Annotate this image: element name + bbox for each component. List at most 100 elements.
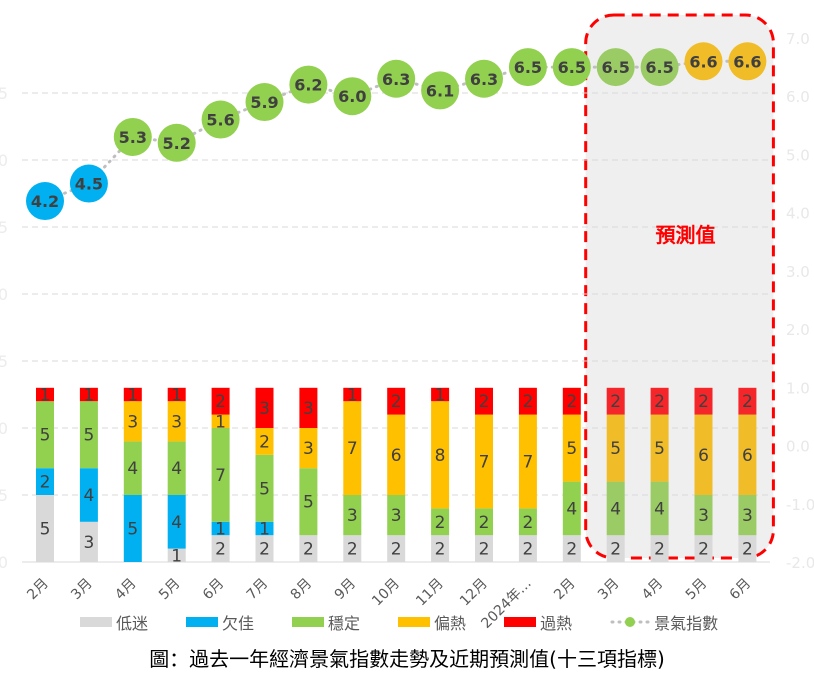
index-label: 6.2 — [294, 76, 322, 95]
bar-label: 2 — [479, 513, 490, 533]
bar-segment — [211, 414, 230, 428]
bar-segment — [650, 387, 669, 415]
bar-label: 2 — [435, 540, 446, 560]
x-tick-label: 8月 — [288, 576, 316, 604]
bar-segment — [738, 495, 757, 536]
index-label: 5.2 — [163, 134, 191, 153]
index-label: 4.5 — [75, 175, 103, 194]
bar-label: 7 — [347, 439, 358, 459]
x-tick-label: 6月 — [200, 576, 228, 604]
legend-item: 欠佳 — [186, 610, 254, 634]
bar-label: 3 — [303, 399, 314, 419]
bar-label: 1 — [347, 386, 358, 406]
bar-label: 1 — [171, 386, 182, 406]
chart-title: 圖：過去一年經濟景氣指數走勢及近期預測值(十三項指標) — [149, 647, 665, 671]
legend-label: 偏熱 — [434, 614, 467, 633]
bar-segment — [475, 508, 493, 536]
bar-segment — [606, 535, 625, 562]
legend-swatch — [504, 617, 537, 627]
index-label: 5.6 — [206, 111, 234, 130]
bar-segment — [475, 414, 493, 509]
index-point — [377, 59, 416, 98]
bar-label: 2 — [522, 513, 533, 533]
legend-item: 低迷 — [80, 610, 148, 634]
bar-label: 2 — [566, 392, 577, 412]
index-label: 6.6 — [689, 52, 717, 71]
x-tick-label: 11月 — [413, 576, 447, 610]
bar-segment — [255, 521, 274, 536]
left-axis-tick: 25 — [0, 218, 8, 237]
index-label: 5.9 — [250, 93, 278, 112]
x-tick-label: 3月 — [68, 576, 96, 604]
left-axis-tick: 20 — [0, 285, 8, 304]
right-axis-tick: -1.0 — [786, 496, 814, 514]
bar-label: 4 — [610, 499, 621, 519]
bar-label: 1 — [171, 546, 182, 566]
bar-segment — [36, 387, 54, 402]
index-label: 6.3 — [382, 70, 410, 89]
index-point — [552, 48, 591, 87]
bar-segment — [562, 481, 581, 536]
bar-segment — [79, 521, 98, 562]
right-axis-tick: -2.0 — [786, 554, 814, 572]
index-point — [508, 48, 547, 87]
bar-segment — [211, 428, 230, 522]
bar-label: 6 — [742, 446, 753, 466]
x-tick-label: 10月 — [369, 576, 403, 610]
x-tick-label: 3月 — [595, 576, 623, 604]
bar-label: 1 — [259, 520, 270, 540]
bar-label: 2 — [215, 392, 226, 412]
bar-label: 3 — [303, 439, 314, 459]
bar-segment — [79, 468, 98, 522]
right-axis-tick: 7.0 — [786, 30, 810, 48]
legend-line-marker-icon — [610, 613, 650, 632]
index-label: 6.5 — [558, 58, 586, 77]
bar-label: 2 — [40, 473, 51, 493]
bar-segment — [79, 401, 98, 469]
x-tick-label: 12月 — [457, 576, 491, 610]
bar-segment — [343, 401, 362, 495]
bar-label: 5 — [610, 439, 621, 459]
bar-segment — [606, 481, 625, 536]
bar-segment — [36, 401, 54, 469]
legend-label: 低迷 — [116, 614, 149, 633]
index-label: 5.3 — [119, 128, 147, 147]
bar-segment — [518, 387, 537, 415]
bar-segment — [36, 495, 54, 562]
bar-label: 2 — [610, 540, 621, 560]
x-tick-label: 6月 — [727, 576, 755, 604]
bar-segment — [650, 414, 669, 482]
bar-label: 5 — [654, 439, 665, 459]
left-axis-tick: 35 — [0, 84, 8, 103]
forecast-region — [584, 13, 775, 560]
index-label: 6.5 — [602, 58, 630, 77]
bar-segment — [562, 535, 581, 562]
bar-segment — [518, 414, 537, 509]
bar-label: 4 — [171, 459, 182, 479]
bar-segment — [299, 387, 318, 428]
bar-label: 1 — [127, 386, 138, 406]
bar-label: 2 — [391, 392, 402, 412]
bar-label: 3 — [171, 412, 182, 432]
bar-label: 3 — [127, 412, 138, 432]
bar-segment — [431, 387, 450, 402]
bar-segment — [343, 535, 362, 562]
index-label: 4.2 — [31, 192, 59, 211]
bar-label: 2 — [698, 392, 709, 412]
index-label: 6.1 — [426, 81, 454, 100]
bar-label: 2 — [654, 392, 665, 412]
bar-segment — [562, 414, 581, 482]
bar-segment — [255, 387, 274, 428]
index-label: 6.0 — [338, 87, 366, 106]
bar-label: 6 — [391, 446, 402, 466]
bar-segment — [387, 495, 406, 536]
bar-label: 4 — [566, 499, 577, 519]
bar-label: 6 — [698, 446, 709, 466]
bar-label: 2 — [522, 540, 533, 560]
bar-segment — [650, 481, 669, 536]
bar-label: 8 — [435, 446, 446, 466]
index-point — [157, 123, 196, 162]
bar-segment — [738, 414, 757, 495]
bar-segment — [475, 387, 493, 415]
bar-label: 3 — [391, 506, 402, 526]
